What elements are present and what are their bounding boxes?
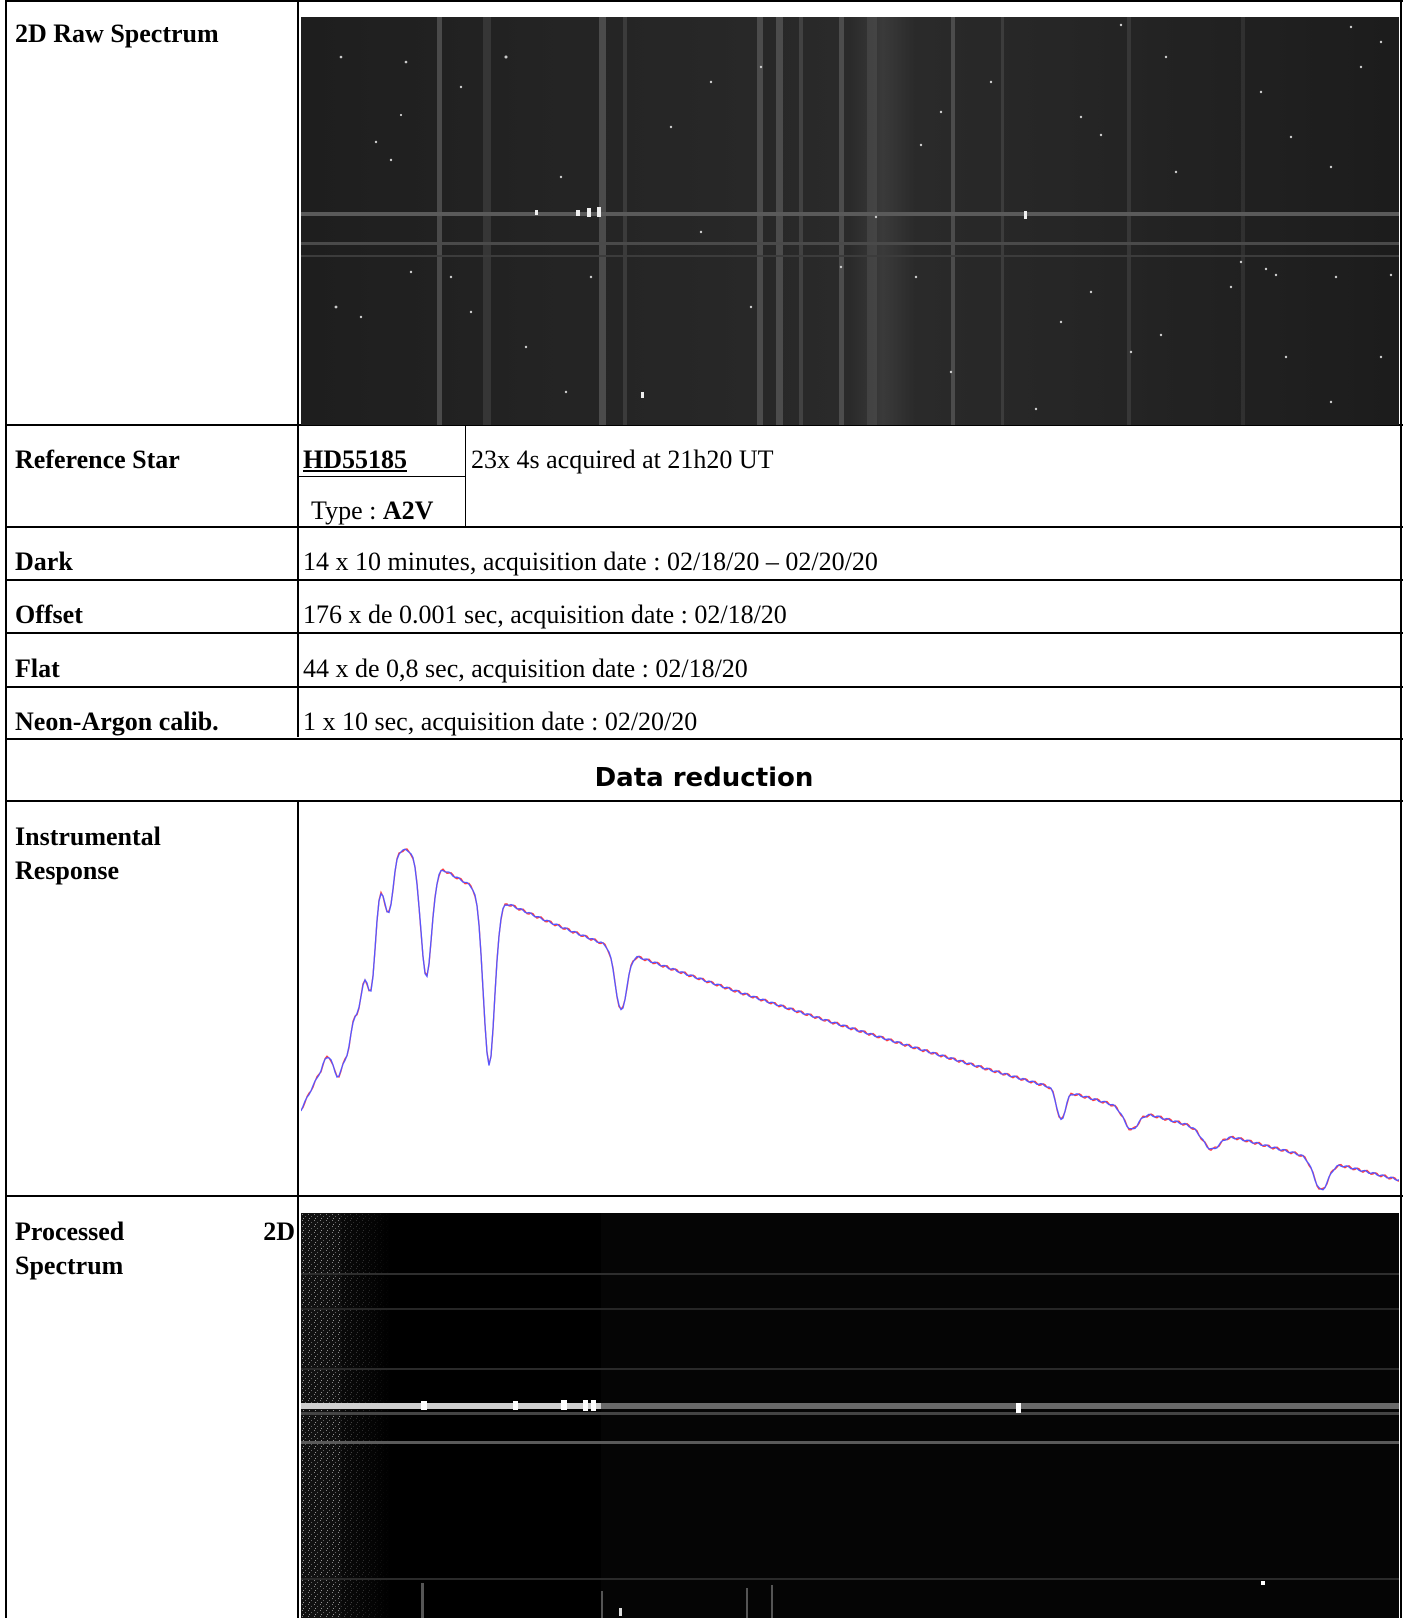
- row-divider: [5, 800, 1403, 802]
- column-divider-lower: [297, 802, 299, 1618]
- neon-argon-label: Neon-Argon calib.: [15, 707, 219, 736]
- subcell-divider: [465, 426, 466, 526]
- reference-star-acquisition: 23x 4s acquired at 21h20 UT: [471, 445, 774, 474]
- label-word: 2D: [263, 1217, 295, 1246]
- raw-spectrum-label: 2D Raw Spectrum: [15, 19, 219, 48]
- dark-value: 14 x 10 minutes, acquisition date : 02/1…: [303, 547, 878, 576]
- label-word: Processed: [15, 1217, 125, 1246]
- processed-spectrum-image: [301, 1213, 1399, 1618]
- label-line: Processed 2D: [15, 1215, 295, 1249]
- offset-label: Offset: [15, 600, 83, 629]
- table-border-top: [5, 0, 1403, 2]
- row-divider: [5, 526, 1403, 528]
- row-divider: [5, 424, 1403, 426]
- label-line: Instrumental: [15, 822, 161, 851]
- reference-star-label: Reference Star: [15, 445, 180, 474]
- row-divider: [5, 686, 1403, 688]
- neon-argon-value: 1 x 10 sec, acquisition date : 02/20/20: [303, 707, 698, 736]
- table-border-right: [1400, 0, 1402, 1618]
- row-divider: [5, 738, 1403, 740]
- type-prefix: Type :: [311, 496, 383, 525]
- flat-label: Flat: [15, 654, 60, 683]
- row-divider: [5, 579, 1403, 581]
- type-value: A2V: [382, 496, 434, 525]
- dark-label: Dark: [15, 547, 73, 576]
- processed-spectrum-label: Processed 2D Spectrum: [7, 1215, 295, 1283]
- label-line: Spectrum: [15, 1251, 124, 1280]
- label-line: Response: [15, 856, 120, 885]
- reference-star-name: HD55185: [303, 445, 407, 474]
- data-reduction-heading: Data reduction: [594, 763, 814, 793]
- offset-value: 176 x de 0.001 sec, acquisition date : 0…: [303, 600, 787, 629]
- reference-star-type: Type : A2V: [307, 494, 433, 528]
- subcell-divider: [299, 476, 465, 477]
- instrumental-response-plot: [300, 820, 1400, 1195]
- raw-spectrum-image: [301, 17, 1399, 425]
- table-border-left: [5, 0, 7, 1618]
- flat-value: 44 x de 0,8 sec, acquisition date : 02/1…: [303, 654, 748, 683]
- row-divider: [5, 1195, 1403, 1197]
- column-divider: [297, 0, 299, 737]
- response-blue-curve: [300, 848, 1400, 1191]
- instrumental-response-label: Instrumental Response: [7, 820, 161, 888]
- row-divider: [5, 632, 1403, 634]
